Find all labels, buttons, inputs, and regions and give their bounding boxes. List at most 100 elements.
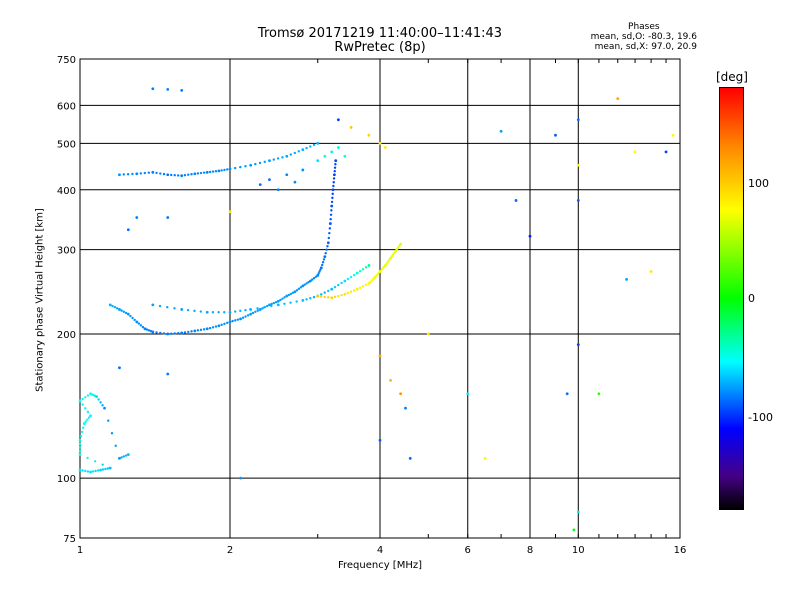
data-point	[108, 303, 112, 307]
data-point	[81, 403, 84, 406]
data-point	[147, 329, 151, 332]
data-point	[239, 309, 242, 313]
data-point	[349, 290, 353, 293]
data-point	[187, 330, 190, 334]
data-point	[118, 456, 121, 460]
x-axis-label: Frequency [MHz]	[337, 560, 423, 571]
data-point	[305, 298, 308, 301]
data-point	[576, 510, 580, 514]
data-point	[355, 271, 359, 275]
data-point	[78, 453, 82, 456]
data-point	[120, 456, 123, 459]
data-point	[374, 275, 378, 278]
data-point	[305, 282, 308, 285]
x-tick-label: 6	[465, 545, 471, 556]
data-point	[166, 88, 170, 91]
data-point	[281, 297, 284, 300]
data-point	[274, 300, 278, 304]
data-point	[364, 266, 368, 269]
data-point	[295, 300, 298, 303]
data-point	[151, 170, 155, 174]
data-point	[190, 330, 193, 333]
data-point	[307, 281, 310, 284]
x-tick-label: 2	[227, 545, 233, 556]
data-point	[649, 270, 653, 273]
data-point	[324, 251, 327, 255]
data-point	[180, 331, 184, 335]
data-point	[89, 470, 92, 474]
data-point	[330, 287, 334, 291]
data-point	[320, 295, 323, 298]
data-point	[244, 308, 247, 312]
x-tick-label: 10	[572, 545, 585, 556]
data-point	[190, 173, 193, 176]
data-point	[565, 392, 569, 396]
y-tick-label: 300	[57, 246, 76, 257]
data-point	[193, 329, 197, 333]
data-point	[383, 146, 387, 149]
data-point	[228, 320, 232, 324]
data-point	[399, 242, 403, 246]
data-point	[115, 307, 119, 310]
data-point	[217, 311, 220, 314]
colorbar-tick-100: 100	[748, 177, 769, 190]
data-point	[326, 241, 330, 245]
data-point	[151, 303, 155, 307]
data-point	[554, 133, 557, 137]
data-point	[177, 331, 180, 335]
data-point	[81, 397, 84, 401]
data-point	[276, 188, 280, 192]
data-point	[254, 310, 257, 313]
data-point	[233, 166, 237, 170]
data-point	[217, 324, 221, 328]
data-point	[220, 323, 223, 327]
data-point	[233, 310, 237, 313]
data-point	[93, 460, 97, 463]
data-point	[86, 456, 89, 460]
data-point	[118, 173, 121, 177]
data-point	[126, 173, 130, 176]
data-point	[426, 332, 430, 336]
data-point	[170, 173, 173, 177]
data-point	[99, 468, 103, 472]
data-point	[328, 231, 331, 235]
data-point	[336, 146, 340, 149]
y-tick-label: 400	[57, 186, 76, 197]
data-point	[316, 141, 320, 145]
data-point	[361, 268, 365, 271]
data-point	[285, 154, 289, 158]
data-point	[208, 326, 212, 330]
data-point	[323, 154, 327, 158]
chart-title-block: Tromsø 20171219 11:40:00–11:41:43 RwPret…	[0, 27, 760, 55]
data-point	[135, 320, 139, 324]
y-tick-label: 750	[57, 55, 76, 66]
data-point	[104, 467, 107, 471]
data-point	[316, 274, 320, 277]
data-point	[139, 172, 142, 175]
data-point	[223, 311, 226, 314]
data-point	[312, 295, 316, 299]
data-point	[81, 469, 84, 472]
data-point	[263, 160, 266, 164]
data-point	[576, 163, 580, 167]
data-point	[111, 304, 114, 308]
data-point	[340, 293, 343, 297]
data-point	[106, 467, 110, 470]
data-point	[323, 255, 327, 259]
data-point	[166, 216, 170, 219]
data-point	[367, 264, 371, 267]
data-point	[404, 406, 407, 410]
data-point	[249, 312, 253, 316]
data-point	[329, 217, 332, 221]
data-point	[305, 146, 308, 150]
data-point	[199, 171, 203, 175]
data-point	[388, 258, 391, 262]
data-point	[228, 310, 232, 314]
data-point	[254, 162, 257, 166]
data-point	[84, 469, 87, 473]
data-point	[352, 289, 356, 292]
data-point	[664, 150, 668, 154]
data-point	[205, 327, 209, 331]
data-point	[147, 171, 151, 174]
data-point	[395, 248, 399, 251]
